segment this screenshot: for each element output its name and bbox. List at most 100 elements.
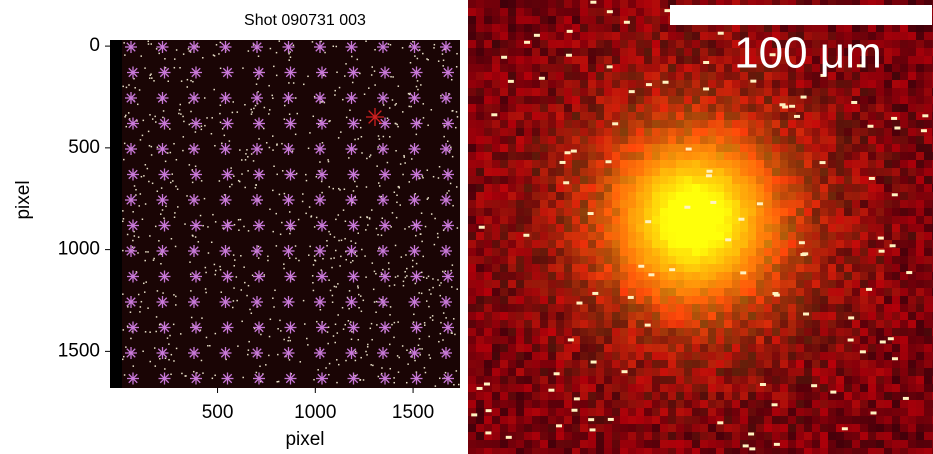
pixel	[756, 280, 764, 288]
hot-pixel	[772, 292, 778, 295]
pixel	[572, 320, 580, 328]
pixel	[540, 88, 548, 96]
pixel	[660, 128, 668, 136]
pixel	[548, 200, 556, 208]
pixel	[812, 288, 820, 296]
pixel	[604, 440, 612, 448]
pixel	[556, 24, 564, 32]
pixel	[772, 208, 780, 216]
pixel	[708, 384, 716, 392]
pixel	[476, 336, 484, 344]
speckle	[149, 361, 151, 363]
pixel	[828, 440, 836, 448]
speckle	[173, 143, 175, 145]
pixel	[556, 136, 564, 144]
speckle	[370, 328, 372, 330]
pixel	[644, 368, 652, 376]
pixel	[724, 376, 732, 384]
pixel	[836, 176, 844, 184]
pixel	[604, 424, 612, 432]
pixel	[524, 424, 532, 432]
pixel	[756, 88, 764, 96]
pixel	[492, 336, 500, 344]
pixel	[636, 208, 644, 216]
pixel	[540, 408, 548, 416]
speckle	[307, 76, 309, 78]
pixel	[484, 312, 492, 320]
pixel	[812, 232, 820, 240]
pixel	[812, 360, 820, 368]
speckle	[284, 105, 286, 107]
pixel	[804, 152, 812, 160]
pixel	[676, 136, 684, 144]
speckle	[350, 321, 352, 323]
speckle	[406, 268, 408, 270]
pixel	[516, 432, 524, 440]
pixel	[788, 448, 796, 454]
pixel	[668, 240, 676, 248]
pixel	[836, 264, 844, 272]
pixel	[524, 440, 532, 448]
pixel	[748, 216, 756, 224]
pixel	[772, 320, 780, 328]
pixel	[908, 56, 916, 64]
hot-pixel	[471, 413, 477, 416]
pixel	[924, 376, 932, 384]
pixel	[820, 320, 828, 328]
pixel	[636, 144, 644, 152]
pixel	[772, 88, 780, 96]
pixel	[588, 392, 596, 400]
pixel	[860, 272, 868, 280]
pixel	[620, 296, 628, 304]
speckle	[442, 65, 444, 67]
pixel	[852, 432, 860, 440]
pixel	[868, 424, 876, 432]
pixel	[524, 280, 532, 288]
pixel	[876, 344, 884, 352]
pixel	[708, 416, 716, 424]
pixel	[924, 352, 932, 360]
pixel	[668, 272, 676, 280]
pixel	[564, 392, 572, 400]
pixel	[580, 112, 588, 120]
speckle	[279, 40, 281, 42]
pixel	[716, 24, 724, 32]
hot-pixel	[871, 411, 877, 414]
pixel	[796, 336, 804, 344]
pixel	[684, 168, 692, 176]
pixel	[820, 216, 828, 224]
pixel	[804, 288, 812, 296]
pixel	[636, 0, 644, 8]
pixel	[636, 16, 644, 24]
pixel	[916, 88, 924, 96]
pixel	[612, 304, 620, 312]
pixel	[596, 400, 604, 408]
speckle	[332, 301, 334, 303]
pixel	[676, 224, 684, 232]
pixel	[476, 264, 484, 272]
pixel	[892, 56, 900, 64]
pixel	[580, 352, 588, 360]
pixel	[572, 288, 580, 296]
pixel	[748, 272, 756, 280]
pixel	[572, 112, 580, 120]
pixel	[732, 224, 740, 232]
pixel	[916, 368, 924, 376]
speckle	[390, 44, 392, 46]
pixel	[548, 240, 556, 248]
pixel	[660, 360, 668, 368]
hot-pixel	[563, 181, 569, 184]
speckle	[374, 49, 376, 51]
pixel	[652, 32, 660, 40]
pixel	[876, 144, 884, 152]
pixel	[668, 96, 676, 104]
pixel	[548, 40, 556, 48]
pixel	[532, 152, 540, 160]
pixel	[732, 184, 740, 192]
speckle	[456, 66, 458, 68]
pixel	[724, 224, 732, 232]
pixel	[876, 240, 884, 248]
pixel	[740, 96, 748, 104]
speckle	[397, 321, 399, 323]
pixel	[820, 128, 828, 136]
